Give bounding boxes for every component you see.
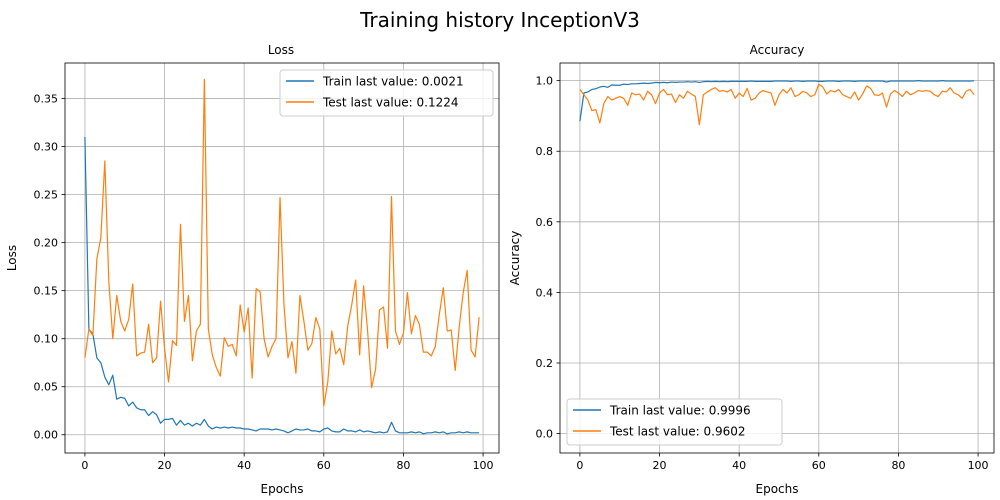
accuracy-legend-test-label: Test last value: 0.9602: [609, 425, 746, 439]
loss-chart-panel: Loss 0 20 40 60 80 100 0.00 0.05 0.10 0.15 0.20 0.2…: [5, 43, 500, 496]
accuracy-train-series-line: [579, 80, 975, 122]
loss-chart-legend: Train last value: 0.0021 Test last value…: [279, 69, 494, 117]
loss-ytick-label: 0.05: [34, 381, 59, 394]
accuracy-chart-lines: [579, 80, 975, 126]
accuracy-chart-ticks: 0 20 40 60 80 100 0.0 0.2 0.4 0.6 0.8 1.0: [536, 75, 989, 472]
loss-xtick-label: 80: [396, 459, 410, 472]
accuracy-ytick-label: 0.8: [536, 145, 554, 158]
loss-chart-ticks: 0 20 40 60 80 100 0.00 0.05 0.10 0.15 0.20 0.25 0.30…: [34, 93, 494, 472]
accuracy-ytick-label: 0.0: [536, 428, 554, 441]
accuracy-test-series-line: [579, 83, 975, 126]
accuracy-legend-train-label: Train last value: 0.9996: [609, 404, 751, 418]
accuracy-ytick-label: 1.0: [536, 75, 554, 88]
accuracy-chart-legend: Train last value: 0.9996 Test last value…: [566, 398, 783, 446]
accuracy-chart-panel: Accuracy 0 20 40 60 80 1000.00.20.40.60.81.0 …: [508, 43, 995, 496]
loss-ytick-label: 0.10: [34, 333, 59, 346]
accuracy-xtick-label: 40: [732, 459, 746, 472]
loss-ytick-label: 0.35: [34, 93, 59, 106]
loss-train-series-line: [84, 136, 480, 435]
accuracy-legend-box: [566, 398, 783, 446]
accuracy-xtick-label: 0: [576, 459, 583, 472]
accuracy-ytick-label: 0.6: [536, 216, 554, 229]
loss-chart-ylabel: Loss: [5, 245, 19, 271]
accuracy-chart-grid: [560, 63, 994, 453]
accuracy-ytick-label: 0.2: [536, 357, 554, 370]
loss-chart-xlabel: Epochs: [261, 482, 304, 496]
loss-ytick-label: 0.30: [34, 141, 59, 154]
accuracy-xtick-label: 100: [968, 459, 989, 472]
accuracy-chart-ylabel: Accuracy: [508, 231, 522, 286]
loss-legend-test-label: Test last value: 0.1224: [322, 96, 459, 110]
figure-title: Training history InceptionV3: [359, 8, 640, 32]
loss-chart-frame: [64, 62, 500, 454]
loss-ytick-label: 0.15: [34, 285, 59, 298]
accuracy-xtick-label: 20: [653, 459, 667, 472]
loss-ytick-label: 0.00: [34, 429, 59, 442]
accuracy-ytick-label: 0.4: [536, 286, 554, 299]
loss-test-series-line: [84, 78, 480, 407]
loss-chart-title: Loss: [268, 43, 294, 57]
loss-ytick-label: 0.20: [34, 237, 59, 250]
loss-legend-box: [279, 69, 494, 117]
loss-xtick-label: 100: [473, 459, 494, 472]
accuracy-chart-xlabel: Epochs: [756, 482, 799, 496]
loss-legend-train-label: Train last value: 0.0021: [322, 75, 464, 89]
loss-xtick-label: 0: [81, 459, 88, 472]
loss-xtick-label: 60: [317, 459, 331, 472]
accuracy-xtick-label: 80: [891, 459, 905, 472]
loss-ytick-label: 0.25: [34, 189, 59, 202]
accuracy-chart-title: Accuracy: [750, 43, 805, 57]
loss-chart-lines: [84, 78, 480, 435]
accuracy-xtick-label: 60: [812, 459, 826, 472]
loss-xtick-label: 40: [237, 459, 251, 472]
accuracy-chart-frame: [559, 62, 995, 454]
loss-xtick-label: 20: [158, 459, 172, 472]
